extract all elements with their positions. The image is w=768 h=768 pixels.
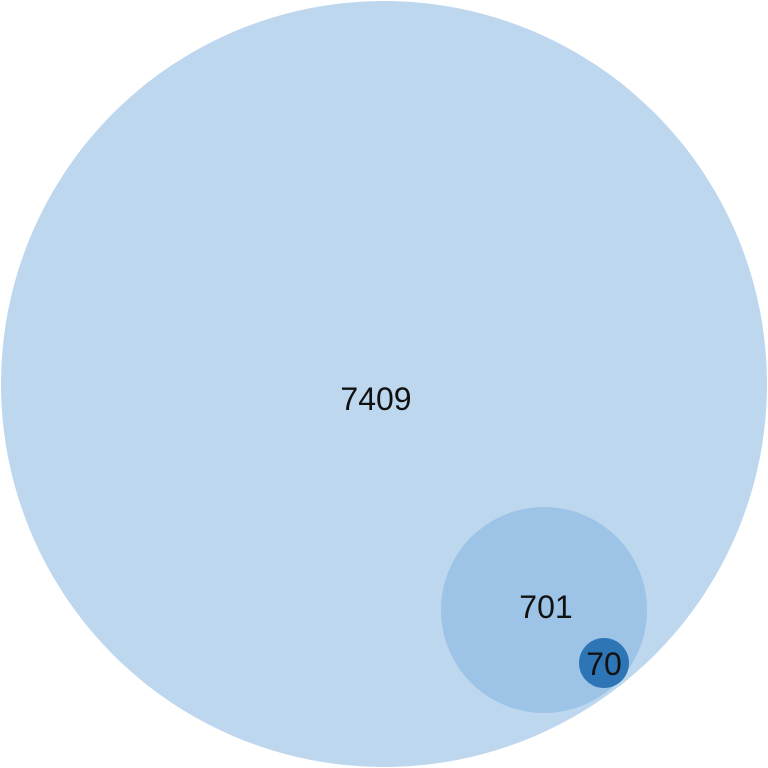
outer-count-label: 7409 [340,381,411,417]
inner-set: 70 [579,638,629,688]
middle-count-label: 701 [519,589,572,625]
inner-count-label: 70 [586,646,622,682]
inner-circle [579,638,629,688]
